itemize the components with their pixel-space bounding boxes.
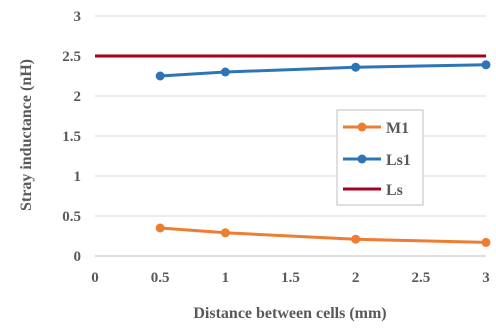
y-tick-label: 0 (74, 249, 82, 265)
gridlines (95, 15, 486, 217)
series-layer (95, 54, 491, 247)
y-tick-label: 0.5 (62, 209, 81, 225)
x-tick-label: 2.5 (411, 270, 430, 286)
x-tick-label: 2 (352, 270, 360, 286)
y-tick-label: 1 (74, 169, 82, 185)
legend-label-ls1: Ls1 (386, 152, 411, 169)
y-axis-title: Stray inductance (nH) (18, 59, 35, 211)
y-tick-label: 2.5 (62, 49, 81, 65)
y-tick-label: 1.5 (62, 129, 81, 145)
series-line-ls1 (160, 63, 487, 78)
data-point-m1 (351, 234, 361, 244)
x-tick-label: 1 (222, 270, 230, 286)
tick-labels: 0 0.5 1 1.5 2 2.5 3 0 0.5 1 1.5 2 2.5 3 (62, 9, 490, 286)
data-point-m1 (155, 223, 165, 233)
series-line-m1 (160, 226, 487, 244)
y-tick-label: 3 (74, 9, 82, 25)
data-point-ls1 (351, 62, 361, 72)
x-axis-title: Distance between cells (mm) (193, 305, 386, 322)
data-point-ls1 (220, 67, 230, 77)
legend-marker-ls1 (357, 154, 367, 164)
x-tick-label: 0 (91, 270, 99, 286)
y-tick-label: 2 (74, 89, 82, 105)
legend-label-ls: Ls (386, 182, 403, 199)
legend-label-m1: M1 (386, 120, 409, 137)
data-point-m1 (220, 228, 230, 238)
legend: M1 Ls1 Ls (336, 109, 424, 206)
data-point-ls1 (155, 71, 165, 81)
data-point-ls1 (481, 60, 491, 70)
data-point-m1 (481, 237, 491, 247)
x-tick-label: 3 (482, 270, 490, 286)
x-tick-label: 0.5 (151, 270, 170, 286)
x-tick-label: 1.5 (281, 270, 300, 286)
legend-marker-m1 (357, 122, 367, 132)
